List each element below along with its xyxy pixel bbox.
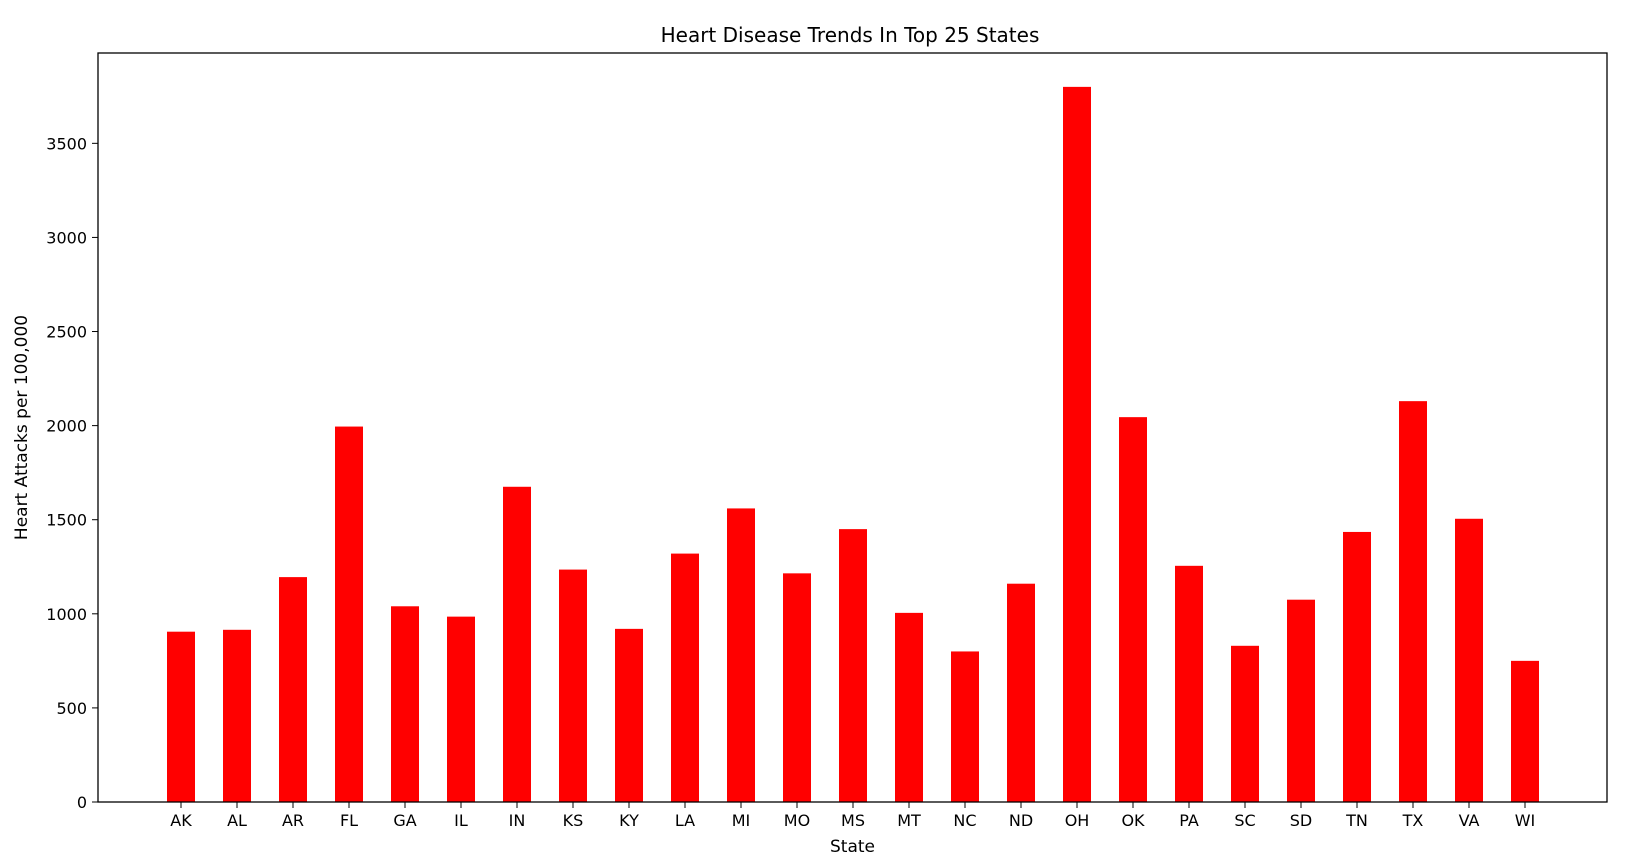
x-tick-label: IL (454, 811, 468, 830)
bar-al (223, 629, 251, 802)
y-tick-label: 1000 (46, 605, 87, 624)
y-tick-label: 2000 (46, 417, 87, 436)
x-tick-label: TN (1345, 811, 1368, 830)
bar-ak (167, 631, 195, 802)
x-tick-label: IN (509, 811, 526, 830)
x-tick-label: PA (1179, 811, 1199, 830)
y-tick-label: 2500 (46, 323, 87, 342)
x-tick-label: TX (1402, 811, 1424, 830)
x-tick-label: MS (841, 811, 865, 830)
bar-sd (1287, 599, 1315, 802)
bar-ok (1119, 417, 1147, 802)
x-tick-label: KS (563, 811, 584, 830)
bar-mi (727, 508, 755, 802)
x-tick-label: VA (1459, 811, 1480, 830)
y-tick-label: 3000 (46, 228, 87, 247)
x-tick-label: NC (953, 811, 976, 830)
bar-pa (1175, 565, 1203, 802)
y-tick-label: 0 (77, 793, 87, 812)
y-tick-label: 500 (56, 699, 87, 718)
x-tick-label: LA (675, 811, 695, 830)
y-tick-label: 3500 (46, 134, 87, 153)
bar-va (1455, 518, 1483, 802)
x-tick-label: MI (732, 811, 751, 830)
bar-sc (1231, 645, 1259, 802)
bar-oh (1063, 86, 1091, 802)
y-tick-label: 1500 (46, 511, 87, 530)
bar-ky (615, 628, 643, 802)
bar-la (671, 553, 699, 802)
x-tick-label: AL (227, 811, 247, 830)
bar-ms (839, 529, 867, 802)
x-tick-label: MT (897, 811, 921, 830)
x-tick-label: SC (1234, 811, 1255, 830)
x-axis: AK AL AR FL GA IL IN KS KY LA MI MO MS MT NC ND OH OK PA SC… (170, 802, 1535, 830)
bar-in (503, 486, 531, 802)
y-axis-title: Heart Attacks per 100,000 (12, 315, 32, 540)
bar-mt (895, 612, 923, 802)
x-tick-label: ND (1009, 811, 1033, 830)
x-tick-label: OK (1121, 811, 1145, 830)
bar-wi (1511, 660, 1539, 802)
bar-mo (783, 573, 811, 802)
x-tick-label: OH (1065, 811, 1090, 830)
x-tick-label: WI (1515, 811, 1536, 830)
bar-fl (335, 426, 363, 802)
bar-tn (1343, 531, 1371, 802)
bar-nc (951, 651, 979, 802)
bar-ar (279, 577, 307, 802)
bar-ga (391, 606, 419, 802)
bar-nd (1007, 583, 1035, 802)
x-tick-label: AR (282, 811, 304, 830)
chart-title: Heart Disease Trends In Top 25 States (661, 23, 1040, 47)
bar-ks (559, 569, 587, 802)
bars (167, 86, 1539, 802)
x-tick-label: AK (170, 811, 192, 830)
bar-il (447, 616, 475, 802)
y-axis: 0 500 1000 1500 2000 2500 3000 3500 (46, 134, 98, 812)
x-tick-label: GA (393, 811, 416, 830)
bar-tx (1399, 401, 1427, 802)
x-tick-label: KY (619, 811, 639, 830)
x-tick-label: FL (340, 811, 358, 830)
x-tick-label: MO (784, 811, 810, 830)
x-axis-title: State (830, 837, 875, 857)
x-tick-label: SD (1290, 811, 1312, 830)
